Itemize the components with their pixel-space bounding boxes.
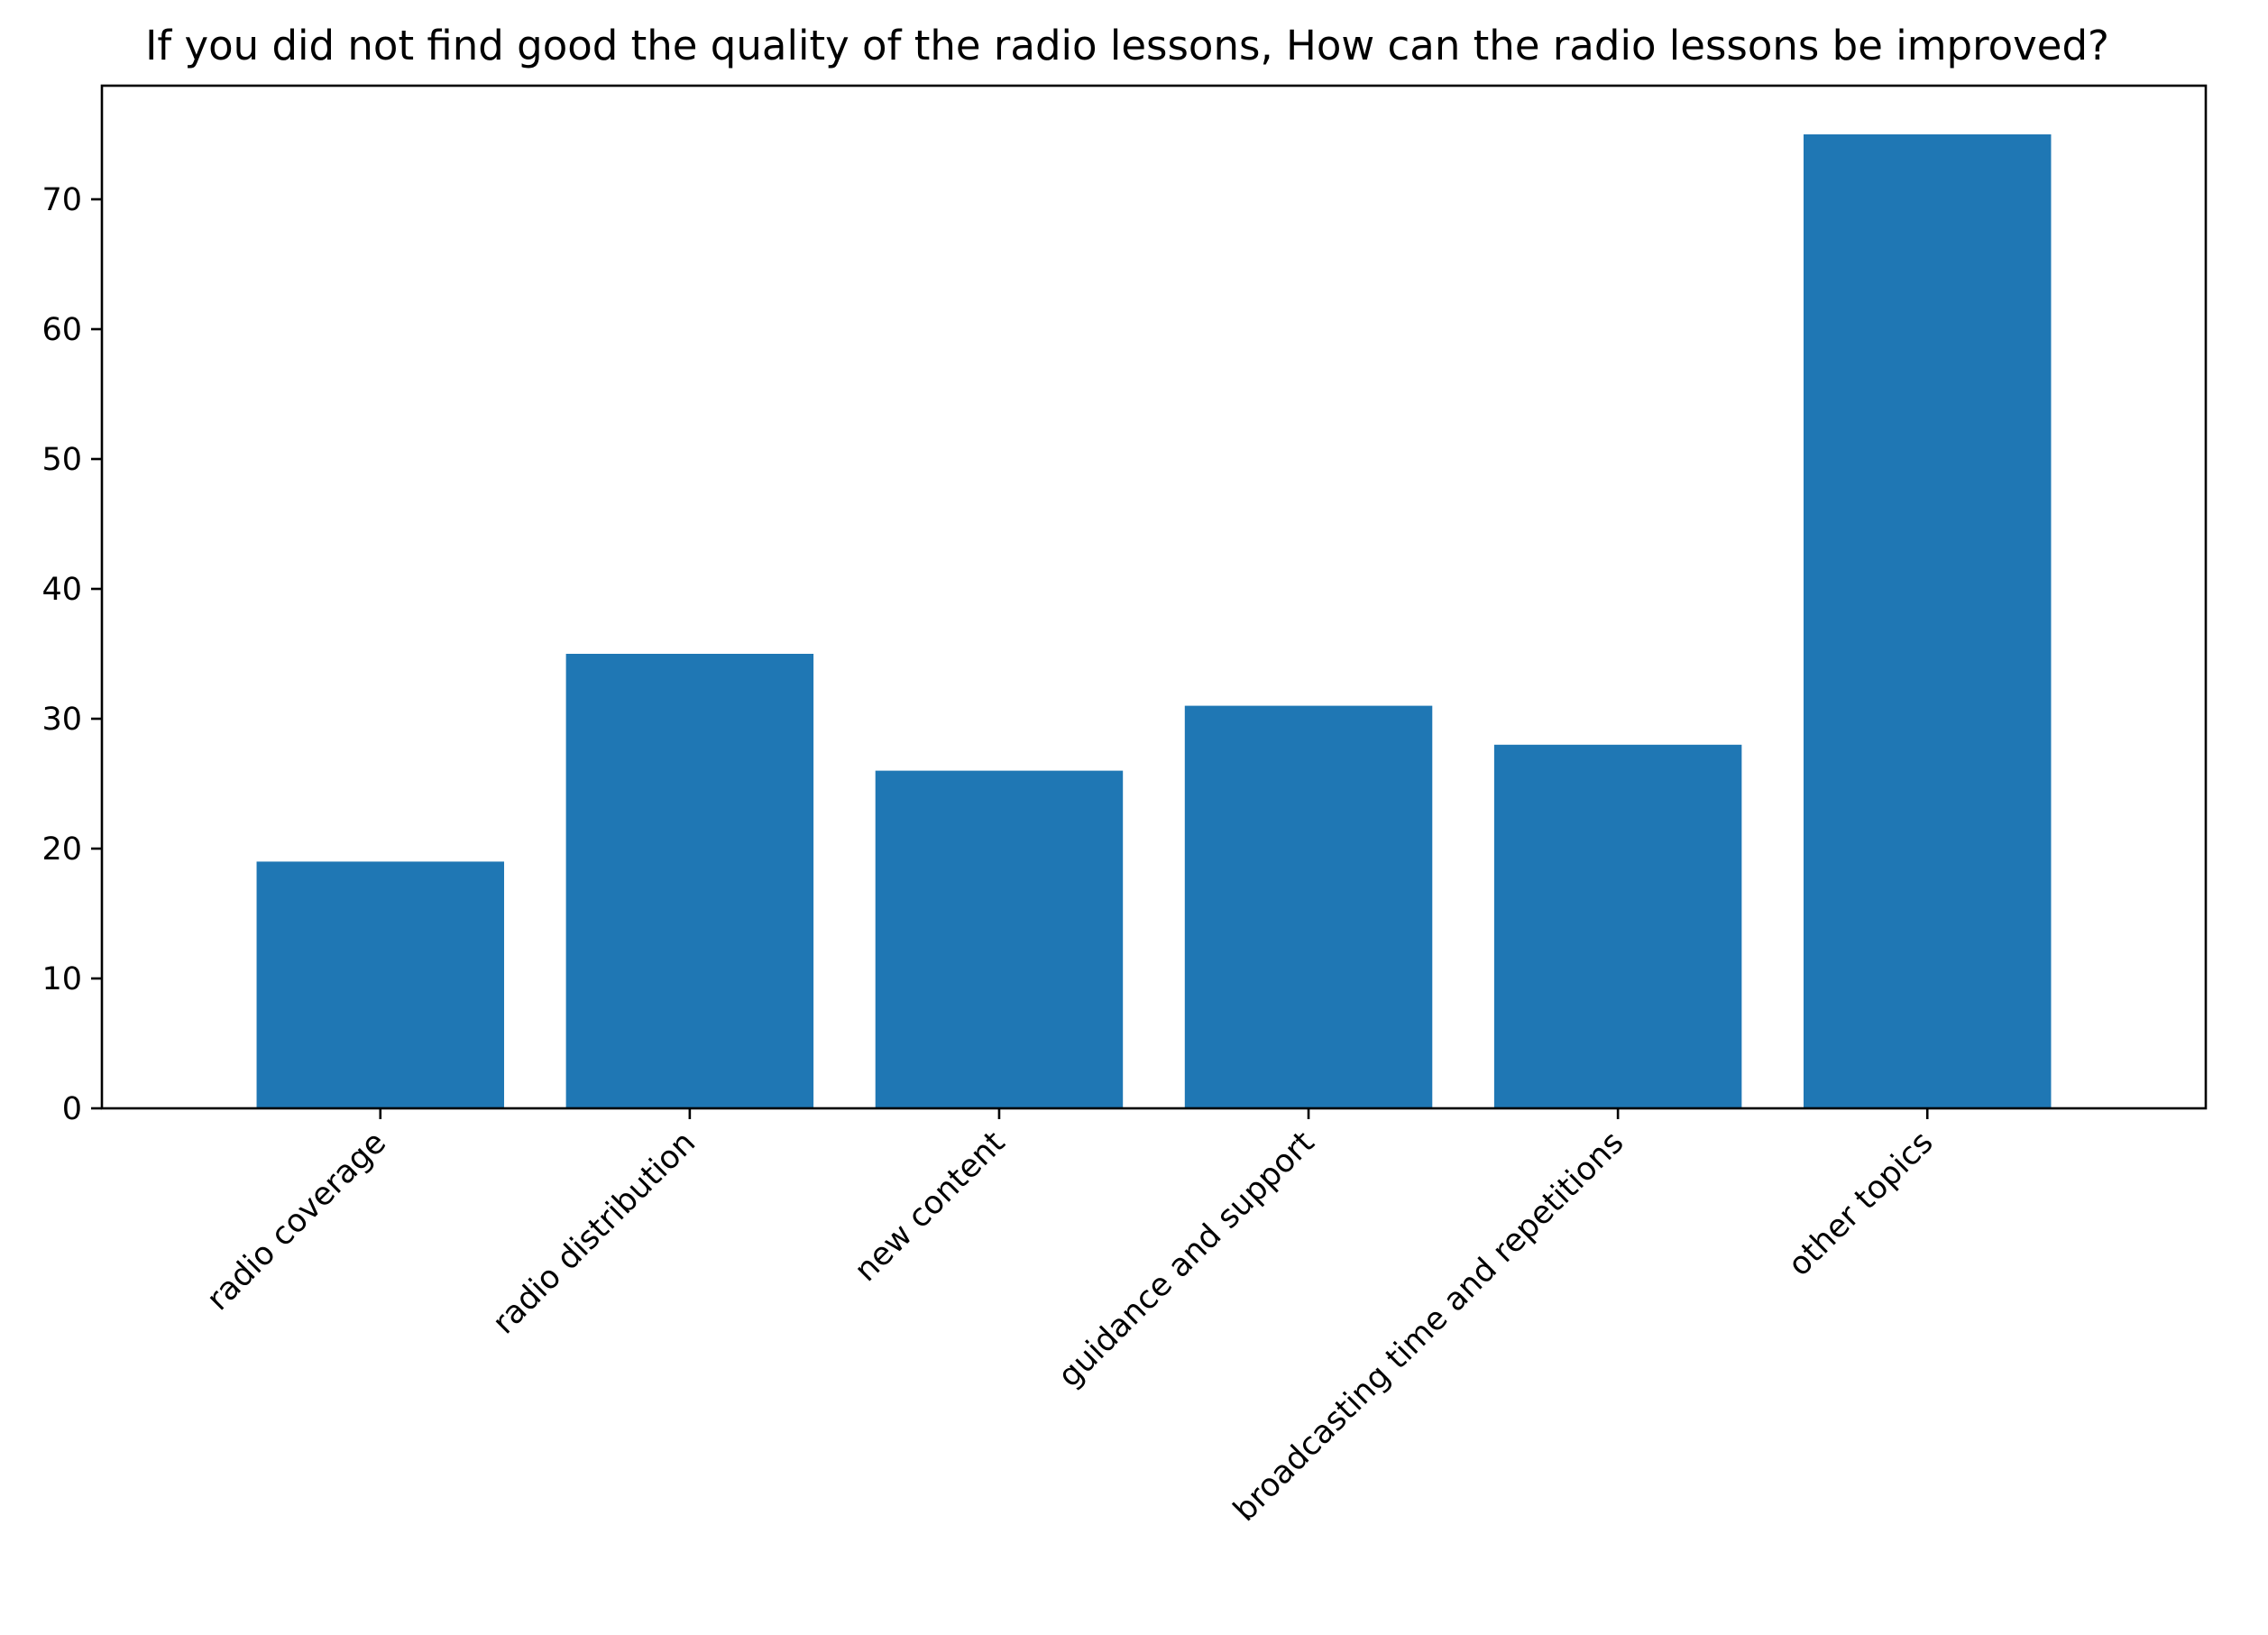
bars-group bbox=[256, 134, 2052, 1108]
bar-other-topics bbox=[1803, 134, 2052, 1108]
x-tick-label: radio coverage bbox=[200, 1125, 393, 1318]
x-tick-label: new content bbox=[848, 1125, 1012, 1289]
x-tick-label: broadcasting time and repetitions bbox=[1226, 1125, 1630, 1529]
plot-frame bbox=[100, 84, 2208, 1110]
y-axis-ticks: 0 10 20 30 40 50 60 70 bbox=[41, 182, 102, 1127]
bar-radio-coverage bbox=[256, 861, 505, 1108]
bar-new-content bbox=[875, 770, 1124, 1108]
bar-guidance-and-support bbox=[1184, 705, 1433, 1108]
y-tick-label: 10 bbox=[41, 961, 82, 997]
x-axis-ticks: radio coverage radio distribution new cont… bbox=[200, 1108, 1941, 1529]
bar-radio-distribution bbox=[565, 654, 814, 1108]
y-tick-label: 0 bbox=[62, 1091, 82, 1127]
y-tick-label: 70 bbox=[41, 182, 82, 218]
y-tick-label: 60 bbox=[41, 312, 82, 348]
chart-title: If you did not find good the quality of … bbox=[145, 22, 2109, 69]
x-tick-label: radio distribution bbox=[486, 1125, 702, 1341]
y-tick-label: 40 bbox=[41, 572, 82, 608]
axes-group bbox=[100, 84, 2208, 1110]
x-tick-label: other topics bbox=[1782, 1125, 1941, 1283]
y-tick-label: 50 bbox=[41, 442, 82, 478]
y-tick-label: 20 bbox=[41, 831, 82, 868]
bar-broadcasting-time-and-repetitions bbox=[1493, 744, 1742, 1108]
y-tick-label: 30 bbox=[41, 702, 82, 738]
x-tick-label: guidance and support bbox=[1051, 1125, 1321, 1394]
